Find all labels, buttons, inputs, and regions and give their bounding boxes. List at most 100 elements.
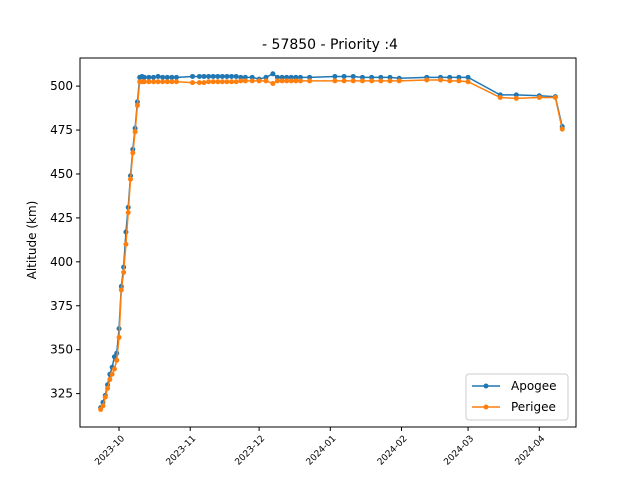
apogee-point [274, 74, 280, 80]
apogee-point [233, 73, 239, 79]
x-tick-label: 2023-10 [93, 434, 127, 468]
perigee-point [128, 176, 134, 182]
apogee-point [332, 73, 338, 79]
apogee-point [456, 74, 462, 80]
y-tick-label: 475 [50, 123, 73, 137]
apogee-point [219, 73, 225, 79]
perigee-point [141, 79, 147, 85]
perigee-point [107, 377, 113, 383]
apogee-point [206, 73, 212, 79]
perigee-point [249, 78, 255, 84]
apogee-point [229, 73, 235, 79]
perigee-point [111, 366, 117, 372]
perigee-series [98, 77, 565, 412]
chart-title: - 57850 - Priority :4 [262, 37, 398, 53]
apogee-point [369, 74, 375, 80]
perigee-point [146, 79, 152, 85]
perigee-point [288, 78, 294, 84]
perigee-point [536, 95, 542, 101]
perigee-point [150, 79, 156, 85]
perigee-line [100, 79, 563, 410]
perigee-point [552, 95, 558, 101]
perigee-point [447, 78, 453, 84]
apogee-point [160, 74, 166, 80]
apogee-point [190, 73, 196, 79]
x-tick-label: 2024-02 [376, 434, 410, 468]
plot-area [98, 71, 565, 412]
perigee-point [105, 385, 111, 391]
apogee-point [284, 74, 290, 80]
perigee-point [132, 129, 138, 135]
perigee-point [297, 78, 303, 84]
perigee-point [438, 77, 444, 83]
apogee-point [263, 74, 269, 80]
apogee-point [201, 73, 207, 79]
apogee-point [196, 73, 202, 79]
perigee-point [102, 394, 108, 400]
perigee-point [293, 78, 299, 84]
apogee-point [359, 74, 365, 80]
apogee-point [350, 73, 356, 79]
y-axis-label: Altitude (km) [25, 201, 39, 280]
perigee-point [369, 78, 375, 84]
x-tick-label: 2023-12 [234, 434, 268, 468]
legend-apogee-label: Apogee [511, 379, 557, 393]
apogee-point [155, 73, 161, 79]
legend-perigee-marker [483, 404, 489, 410]
perigee-point [125, 210, 131, 216]
perigee-point [238, 78, 244, 84]
perigee-point [233, 79, 239, 85]
apogee-series [98, 71, 565, 411]
y-axis: 325 350 375 400 425 450 475 500 [50, 79, 80, 401]
perigee-point [456, 78, 462, 84]
perigee-point [307, 78, 313, 84]
perigee-point [160, 79, 166, 85]
perigee-point [196, 80, 202, 86]
x-axis: 2023-10 2023-11 2023-12 2024-01 2024-02 2024-… [93, 427, 548, 468]
apogee-point [242, 74, 248, 80]
y-tick-label: 425 [50, 211, 73, 225]
apogee-point [224, 73, 230, 79]
apogee-line [99, 72, 563, 408]
perigee-point [559, 126, 565, 132]
x-tick-label: 2024-03 [442, 434, 476, 468]
apogee-point [341, 73, 347, 79]
perigee-point [350, 78, 356, 84]
apogee-point [297, 74, 303, 80]
apogee-point [378, 74, 384, 80]
perigee-point [201, 80, 207, 86]
apogee-point [173, 74, 179, 80]
perigee-point [219, 79, 225, 85]
perigee-point [263, 78, 269, 84]
y-tick-label: 350 [50, 343, 73, 357]
apogee-point [288, 74, 294, 80]
perigee-point [396, 78, 402, 84]
y-tick-label: 500 [50, 79, 73, 93]
perigee-point [210, 79, 216, 85]
apogee-point [164, 74, 170, 80]
perigee-point [164, 79, 170, 85]
plot-frame [79, 57, 577, 428]
legend-perigee-label: Perigee [511, 400, 556, 414]
apogee-point [141, 74, 147, 80]
perigee-point [497, 95, 503, 101]
perigee-point [270, 80, 276, 86]
apogee-point [307, 74, 313, 80]
perigee-point [155, 79, 161, 85]
perigee-point [190, 80, 196, 86]
perigee-point [387, 78, 393, 84]
perigee-point [274, 78, 280, 84]
apogee-point [387, 74, 393, 80]
perigee-point [229, 79, 235, 85]
perigee-point [284, 78, 290, 84]
legend: Apogee Perigee [465, 373, 569, 421]
perigee-point [341, 78, 347, 84]
y-tick-label: 325 [50, 387, 73, 401]
perigee-point [206, 79, 212, 85]
perigee-point [121, 269, 127, 275]
apogee-point [146, 74, 152, 80]
apogee-point [210, 73, 216, 79]
apogee-point [447, 74, 453, 80]
